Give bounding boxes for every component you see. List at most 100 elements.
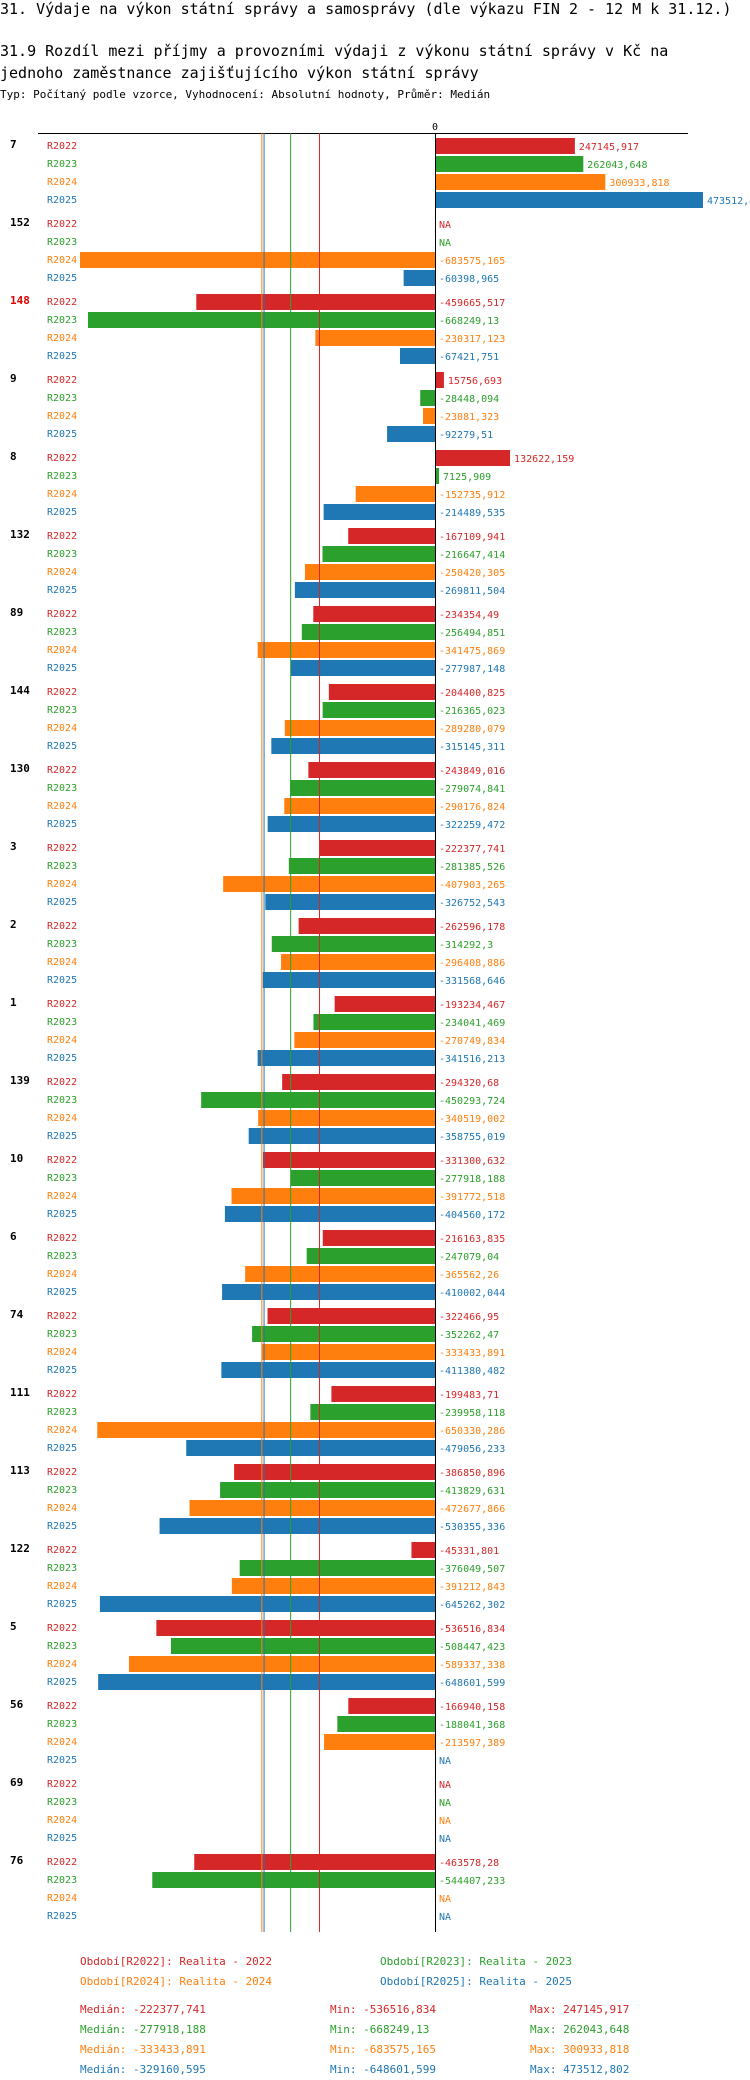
value-label: -341516,213 <box>439 1054 505 1065</box>
bar <box>294 1032 435 1048</box>
value-label: -277987,148 <box>439 664 505 675</box>
group-label: 69 <box>10 1776 23 1789</box>
bar <box>322 546 435 562</box>
series-label: R2023 <box>47 861 77 872</box>
series-label: R2022 <box>47 1155 77 1166</box>
series-label: R2023 <box>47 1641 77 1652</box>
series-label: R2022 <box>47 1701 77 1712</box>
series-label: R2025 <box>47 819 77 830</box>
bar <box>152 1872 435 1888</box>
series-label: R2025 <box>47 1287 77 1298</box>
series-label: R2024 <box>47 1659 77 1670</box>
bar <box>315 330 435 346</box>
value-label: -326752,543 <box>439 898 505 909</box>
bar <box>323 504 435 520</box>
series-label: R2022 <box>47 1623 77 1634</box>
value-label: -530355,336 <box>439 1522 505 1533</box>
series-label: R2022 <box>47 609 77 620</box>
value-label: -411380,482 <box>439 1366 505 1377</box>
series-label: R2022 <box>47 921 77 932</box>
value-label: -23081,323 <box>439 412 499 423</box>
bar <box>322 702 435 718</box>
bar <box>435 174 606 190</box>
value-label: 300933,818 <box>609 178 669 189</box>
value-label: -67421,751 <box>439 352 499 363</box>
value-label: -333433,891 <box>439 1348 505 1359</box>
bar <box>222 1284 435 1300</box>
value-label: NA <box>439 238 451 249</box>
bar <box>224 1206 435 1222</box>
group-label: 122 <box>10 1542 30 1555</box>
legend-min: Min: -648601,599 <box>330 2063 436 2076</box>
group-label: 111 <box>10 1386 30 1399</box>
series-label: R2025 <box>47 507 77 518</box>
value-label: -289280,079 <box>439 724 505 735</box>
series-label: R2025 <box>47 1521 77 1532</box>
value-label: -331300,632 <box>439 1156 505 1167</box>
value-label: -256494,851 <box>439 628 505 639</box>
bar <box>262 1152 435 1168</box>
bar <box>301 624 435 640</box>
value-label: -281385,526 <box>439 862 505 873</box>
group-label: 130 <box>10 762 30 775</box>
value-label: -358755,019 <box>439 1132 505 1143</box>
series-label: R2025 <box>47 1755 77 1766</box>
value-label: -341475,869 <box>439 646 505 657</box>
series-label: R2025 <box>47 1599 77 1610</box>
value-label: -167109,941 <box>439 532 505 543</box>
series-label: R2024 <box>47 1191 77 1202</box>
series-label: R2023 <box>47 1017 77 1028</box>
series-label: R2024 <box>47 1581 77 1592</box>
series-label: R2025 <box>47 897 77 908</box>
bar <box>328 684 435 700</box>
group-label: 7 <box>10 138 17 151</box>
legend-period: Období[R2023]: Realita - 2023 <box>380 1955 573 1968</box>
series-label: R2024 <box>47 1815 77 1826</box>
value-label: -314292,3 <box>439 940 493 951</box>
value-label: NA <box>439 220 451 231</box>
series-label: R2023 <box>47 315 77 326</box>
bar <box>348 1698 435 1714</box>
value-label: 473512,802 <box>707 196 750 207</box>
legend-median: Medián: -277918,188 <box>80 2023 206 2036</box>
value-label: -459665,517 <box>439 298 505 309</box>
bar <box>170 1638 436 1654</box>
bar <box>435 156 584 172</box>
series-label: R2024 <box>47 1113 77 1124</box>
bar <box>281 954 435 970</box>
series-label: R2024 <box>47 1737 77 1748</box>
bar <box>282 1074 435 1090</box>
bar <box>324 1734 435 1750</box>
series-label: R2022 <box>47 843 77 854</box>
bar <box>288 858 435 874</box>
bar <box>337 1716 435 1732</box>
bar <box>265 894 435 910</box>
group-label: 5 <box>10 1620 17 1633</box>
bar <box>248 1128 435 1144</box>
bar <box>313 1014 435 1030</box>
group-label: 144 <box>10 684 30 697</box>
value-label: -544407,233 <box>439 1876 505 1887</box>
value-label: -479056,233 <box>439 1444 505 1455</box>
bar <box>159 1518 435 1534</box>
series-label: R2025 <box>47 1365 77 1376</box>
series-label: R2024 <box>47 957 77 968</box>
value-label: -365562,26 <box>439 1270 499 1281</box>
series-label: R2024 <box>47 333 77 344</box>
bar <box>304 564 435 580</box>
bar <box>194 1854 435 1870</box>
series-label: R2022 <box>47 531 77 542</box>
value-label: -239958,118 <box>439 1408 505 1419</box>
bar <box>262 972 435 988</box>
series-label: R2024 <box>47 411 77 422</box>
legend-min: Min: -683575,165 <box>330 2043 436 2056</box>
value-label: -277918,188 <box>439 1174 505 1185</box>
bar <box>234 1464 435 1480</box>
bar <box>355 486 435 502</box>
series-label: R2025 <box>47 1677 77 1688</box>
bar <box>290 1170 435 1186</box>
series-label: R2023 <box>47 939 77 950</box>
bar <box>99 1596 435 1612</box>
group-label: 2 <box>10 918 17 931</box>
bar <box>313 606 435 622</box>
